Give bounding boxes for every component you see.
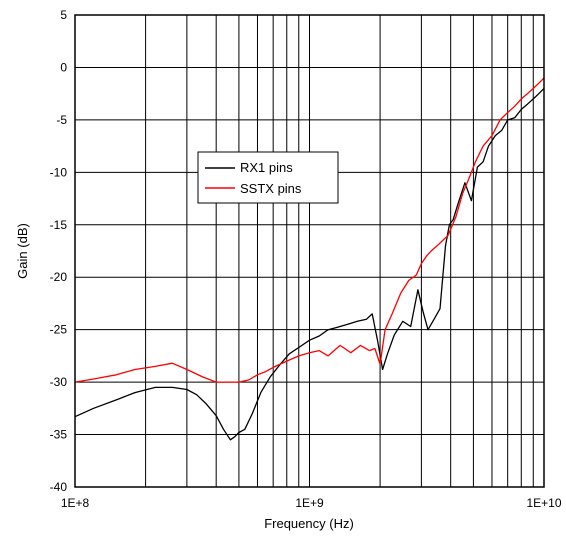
y-tick-label: -40	[50, 480, 68, 494]
legend-label-rx1: RX1 pins	[240, 160, 293, 175]
y-tick-label: -25	[50, 323, 68, 337]
series-layer	[74, 77, 545, 441]
y-tick-label: -35	[50, 428, 68, 442]
y-tick-label: 0	[60, 60, 67, 74]
y-tick-label: -15	[50, 218, 68, 232]
x-axis-label: Frequency (Hz)	[264, 516, 354, 531]
grid-lines	[74, 14, 545, 488]
plot-frame	[74, 14, 545, 488]
y-tick-label: -30	[50, 375, 68, 389]
legend-box	[197, 151, 339, 204]
series-line-2	[74, 77, 545, 383]
x-tick-label: 1E+9	[295, 496, 324, 510]
legend-label-sstx: SSTX pins	[240, 181, 302, 196]
y-tick-label: -20	[50, 270, 68, 284]
x-tick-label: 1E+10	[526, 496, 561, 510]
x-tick-labels: 1E+8 1E+9 1E+10	[61, 496, 562, 510]
y-tick-labels: 5 0 -5 -10 -15 -20 -25 -30 -35 -40	[50, 8, 68, 494]
legend: RX1 pins SSTX pins	[197, 151, 339, 204]
series-line-1	[74, 87, 545, 441]
x-tick-label: 1E+8	[61, 496, 90, 510]
y-tick-label: -5	[56, 113, 67, 127]
y-tick-label: -10	[50, 165, 68, 179]
y-tick-label: 5	[60, 8, 67, 22]
y-axis-label: Gain (dB)	[15, 223, 30, 279]
